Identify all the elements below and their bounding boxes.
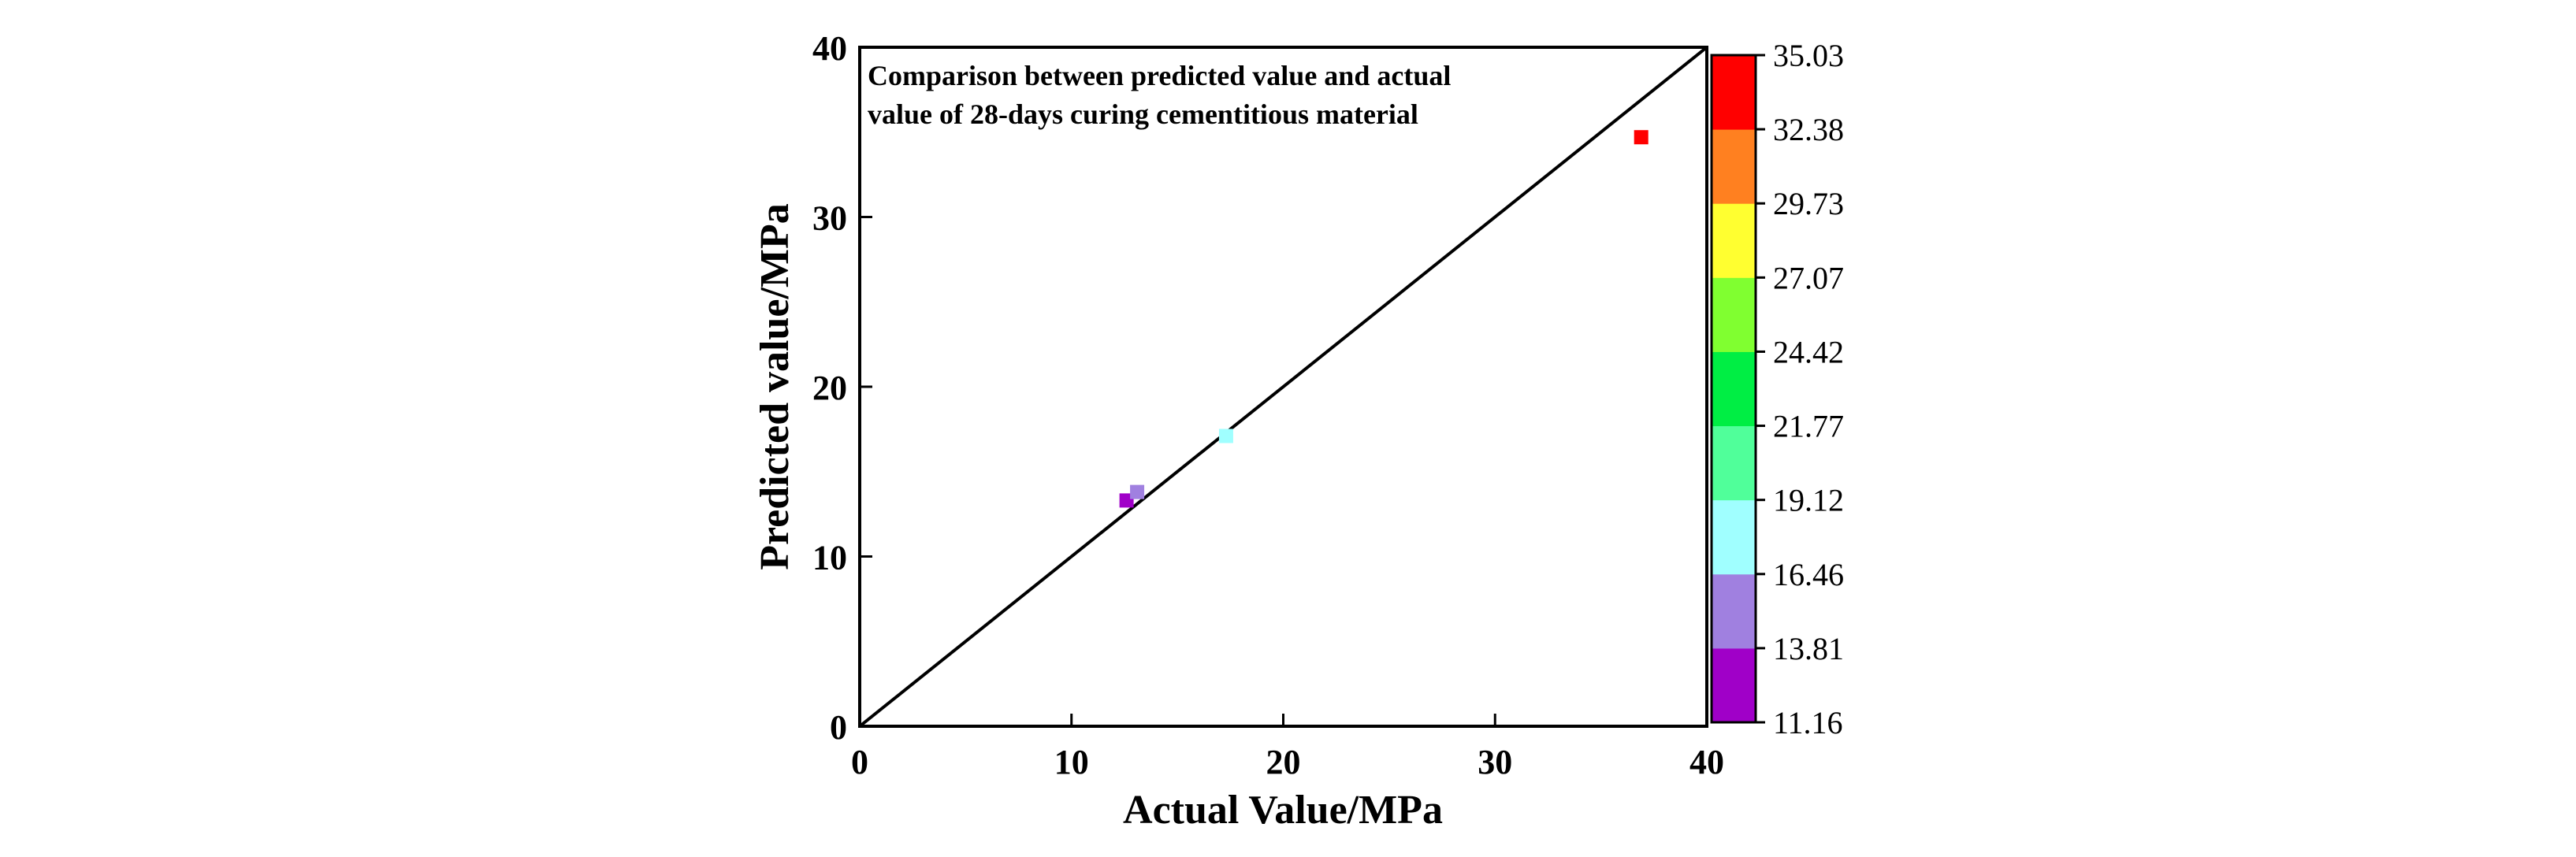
plot-note-line-2: value of 28-days curing cementitious mat… [868, 98, 1418, 130]
y-tick-label: 10 [812, 539, 847, 577]
colorbar-frame [1710, 54, 1757, 724]
colorbar-cell [1712, 647, 1756, 723]
data-point [1634, 130, 1649, 145]
x-axis-ticks: 0 10 20 30 40 [851, 714, 1724, 781]
y-axis-title: Predicted value/MPa [753, 203, 797, 570]
x-tick-label: 20 [1266, 743, 1301, 781]
x-tick-label: 0 [851, 743, 868, 781]
y-tick-label: 20 [812, 369, 847, 407]
colorbar-ticks: 11.16 13.81 16.46 19.12 21.77 24.42 27.07 29.73… [1756, 38, 1844, 740]
colorbar-cell [1712, 499, 1756, 575]
y-tick-label: 30 [812, 199, 847, 238]
colorbar-tick-label: 24.42 [1773, 334, 1844, 369]
colorbar-tick-label: 35.03 [1773, 38, 1844, 73]
colorbar-cell [1712, 351, 1756, 427]
plot-note-line-1: Comparison between predicted value and a… [868, 60, 1451, 91]
plot-area: 0 10 20 30 40 0 10 20 30 40 Comparison between p… [812, 29, 1724, 781]
colorbar-tick-label: 29.73 [1773, 186, 1844, 221]
colorbar-tick-label: 32.38 [1773, 112, 1844, 147]
colorbar: 11.16 13.81 16.46 19.12 21.77 24.42 27.07 29.73… [1710, 38, 1844, 740]
x-axis-title: Actual Value/MPa [1123, 788, 1443, 833]
colorbar-cell [1712, 203, 1756, 278]
colorbar-cell [1712, 573, 1756, 649]
y-tick-label: 40 [812, 29, 847, 68]
colorbar-cell [1712, 277, 1756, 352]
colorbar-cell [1712, 425, 1756, 501]
y-axis-ticks: 0 10 20 30 40 [812, 29, 872, 747]
colorbar-tick-label: 21.77 [1773, 409, 1844, 444]
colorbar-tick-label: 16.46 [1773, 557, 1844, 592]
y-tick-label: 0 [830, 708, 847, 747]
colorbar-tick-label: 11.16 [1773, 705, 1843, 740]
colorbar-cell [1712, 55, 1756, 130]
colorbar-tick-label: 27.07 [1773, 260, 1844, 295]
colorbar-tick-label: 13.81 [1773, 631, 1844, 666]
colorbar-cell [1712, 129, 1756, 204]
data-point [1218, 428, 1233, 443]
x-tick-label: 40 [1689, 743, 1724, 781]
reference-line [858, 46, 1708, 728]
colorbar-cells [1712, 55, 1756, 723]
data-point [1130, 484, 1145, 499]
x-tick-label: 10 [1054, 743, 1089, 781]
data-points [1119, 130, 1649, 508]
x-tick-label: 30 [1478, 743, 1512, 781]
colorbar-tick-label: 19.12 [1773, 483, 1844, 518]
